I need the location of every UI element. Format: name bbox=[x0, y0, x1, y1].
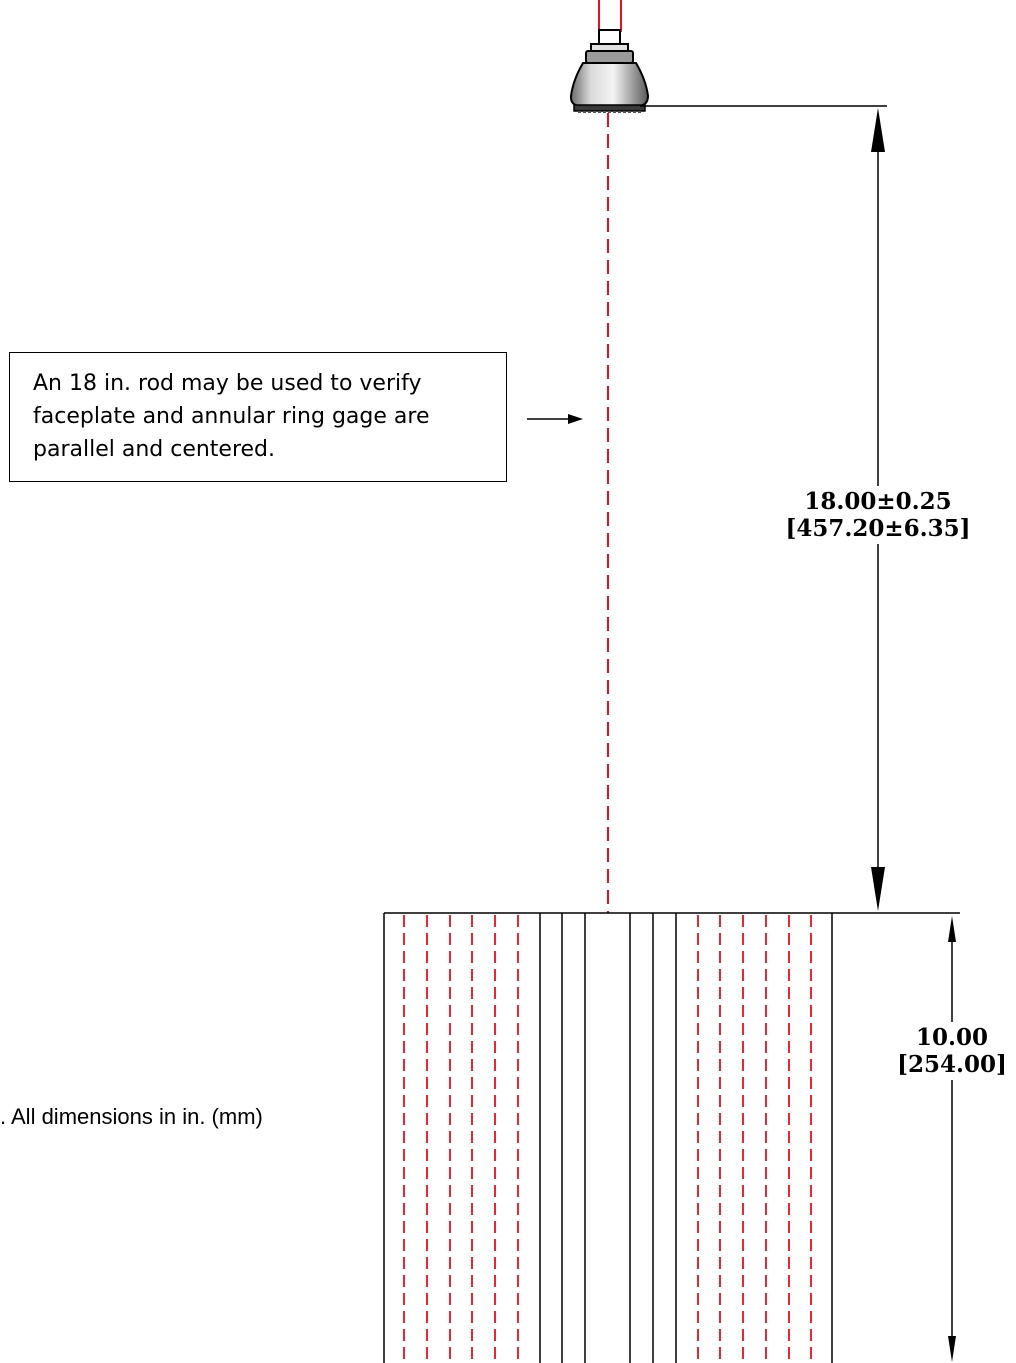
dimension-label-18: 18.00±0.25 [457.20±6.35] bbox=[780, 486, 976, 544]
rod-note-line-2: faceplate and annular ring gage are bbox=[33, 404, 430, 429]
ring-hidden-lines bbox=[403, 915, 812, 1363]
supply-pipe bbox=[598, 0, 622, 32]
rod-note-line-1: An 18 in. rod may be used to verify bbox=[33, 371, 422, 396]
dimension-label-10: 10.00 [254.00] bbox=[892, 1022, 1012, 1080]
dimension-line-10 bbox=[948, 916, 956, 1362]
rod-note-line-3: parallel and centered. bbox=[33, 437, 276, 462]
dimension-18-imperial: 18.00±0.25 bbox=[804, 488, 952, 515]
units-footnote: . All dimensions in in. (mm) bbox=[0, 1104, 263, 1129]
extension-lines bbox=[384, 105, 960, 914]
annular-ring-gage bbox=[383, 913, 833, 1363]
dimension-18-metric: [457.20±6.35] bbox=[785, 515, 971, 542]
note-leader-arrow bbox=[527, 414, 583, 424]
rod-note-box: An 18 in. rod may be used to verify face… bbox=[9, 352, 507, 482]
showerhead-icon bbox=[569, 29, 650, 113]
dimension-10-imperial: 10.00 bbox=[915, 1024, 989, 1051]
dimension-10-metric: [254.00] bbox=[897, 1051, 1007, 1078]
